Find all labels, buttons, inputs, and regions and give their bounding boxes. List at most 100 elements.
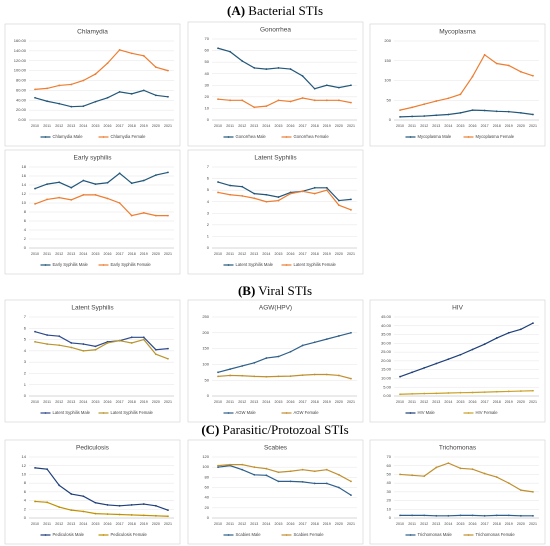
y-tick-label: 8	[24, 209, 27, 214]
x-tick-label: 2021	[347, 522, 355, 526]
x-tick-label: 2021	[347, 252, 355, 256]
data-point	[399, 393, 401, 396]
data-point	[411, 106, 414, 109]
data-point	[350, 377, 352, 380]
legend-label: AGW Female	[294, 410, 320, 415]
x-tick-label: 2018	[493, 522, 501, 526]
y-tick-label: 18	[22, 164, 27, 169]
x-tick-label: 2012	[238, 522, 246, 526]
legend-marker	[44, 534, 47, 536]
y-tick-label: 100	[202, 464, 209, 469]
data-point	[423, 392, 426, 395]
data-point	[229, 193, 232, 196]
series-line	[217, 97, 352, 108]
data-point	[411, 474, 414, 477]
legend-label: Pediculosis Male	[53, 532, 85, 537]
data-point	[313, 482, 316, 485]
data-point	[217, 98, 219, 101]
data-point	[325, 482, 328, 485]
data-point	[46, 468, 49, 471]
data-point	[229, 184, 232, 187]
data-point	[471, 109, 474, 112]
x-tick-label: 2013	[250, 522, 258, 526]
data-point	[130, 514, 133, 516]
data-point	[411, 115, 414, 118]
legend-marker	[467, 136, 470, 138]
x-tick-label: 2010	[31, 124, 39, 128]
legend-label: Pediculosis Female	[111, 532, 148, 537]
x-tick-label: 2019	[140, 522, 148, 526]
legend-label: HIV Female	[476, 410, 499, 415]
series-line	[217, 181, 352, 202]
data-point	[130, 92, 133, 95]
data-point	[130, 342, 133, 344]
x-tick-label: 2011	[408, 400, 416, 404]
x-tick-label: 2017	[299, 522, 307, 526]
legend-marker	[409, 136, 412, 138]
series-line	[34, 49, 169, 90]
data-point	[399, 514, 401, 517]
x-tick-label: 2018	[311, 400, 319, 404]
legend-label: Early Syphilis Female	[111, 262, 152, 267]
data-point	[495, 62, 498, 65]
data-point	[58, 84, 61, 87]
x-tick-label: 2015	[456, 522, 464, 526]
data-point	[289, 350, 292, 353]
y-tick-label: 80.00	[16, 78, 27, 83]
y-tick-label: 0	[24, 515, 27, 520]
legend-marker	[44, 264, 47, 266]
x-tick-label: 2011	[226, 400, 234, 404]
legend-label: Scabies Male	[236, 532, 262, 537]
x-tick-label: 2020	[517, 522, 525, 526]
x-tick-label: 2020	[517, 124, 525, 128]
data-point	[154, 353, 157, 356]
data-point	[495, 110, 498, 113]
x-tick-label: 2010	[214, 522, 222, 526]
x-tick-label: 2017	[116, 522, 124, 526]
x-tick-label: 2021	[164, 124, 172, 128]
data-point	[289, 375, 292, 377]
x-tick-label: 2014	[79, 522, 87, 526]
data-point	[167, 171, 169, 174]
data-point	[167, 509, 169, 512]
data-point	[167, 69, 169, 72]
x-tick-label: 2018	[311, 522, 319, 526]
data-point	[34, 330, 36, 333]
y-tick-label: 0	[389, 117, 392, 122]
x-tick-label: 2016	[104, 400, 112, 404]
x-tick-label: 2015	[456, 124, 464, 128]
data-point	[229, 368, 232, 371]
data-point	[130, 52, 133, 55]
data-point	[350, 331, 352, 334]
y-tick-label: 3	[207, 210, 210, 215]
data-point	[217, 464, 219, 467]
chart-frame	[187, 299, 364, 423]
x-tick-label: 2013	[67, 252, 75, 256]
data-point	[277, 355, 280, 358]
x-tick-label: 2020	[517, 400, 525, 404]
data-point	[337, 335, 340, 337]
y-tick-label: 6	[24, 489, 27, 494]
data-point	[106, 197, 109, 200]
legend-marker	[409, 534, 412, 536]
x-tick-label: 2014	[444, 124, 452, 128]
data-point	[217, 47, 219, 50]
data-point	[229, 50, 232, 53]
series-line	[34, 89, 169, 108]
data-point	[34, 500, 36, 503]
data-point	[46, 334, 49, 336]
data-point	[217, 191, 219, 194]
series-line	[34, 500, 168, 517]
chart-title: Latent Syphilis	[254, 155, 297, 162]
data-point	[483, 472, 486, 475]
data-point	[519, 390, 522, 392]
x-tick-label: 2013	[432, 522, 440, 526]
x-tick-label: 2019	[323, 124, 331, 128]
data-point	[423, 475, 426, 478]
data-point	[154, 348, 157, 351]
y-tick-label: 4	[207, 199, 210, 204]
data-point	[471, 391, 474, 394]
data-point	[337, 473, 340, 476]
data-point	[106, 342, 109, 344]
data-point	[350, 198, 352, 201]
